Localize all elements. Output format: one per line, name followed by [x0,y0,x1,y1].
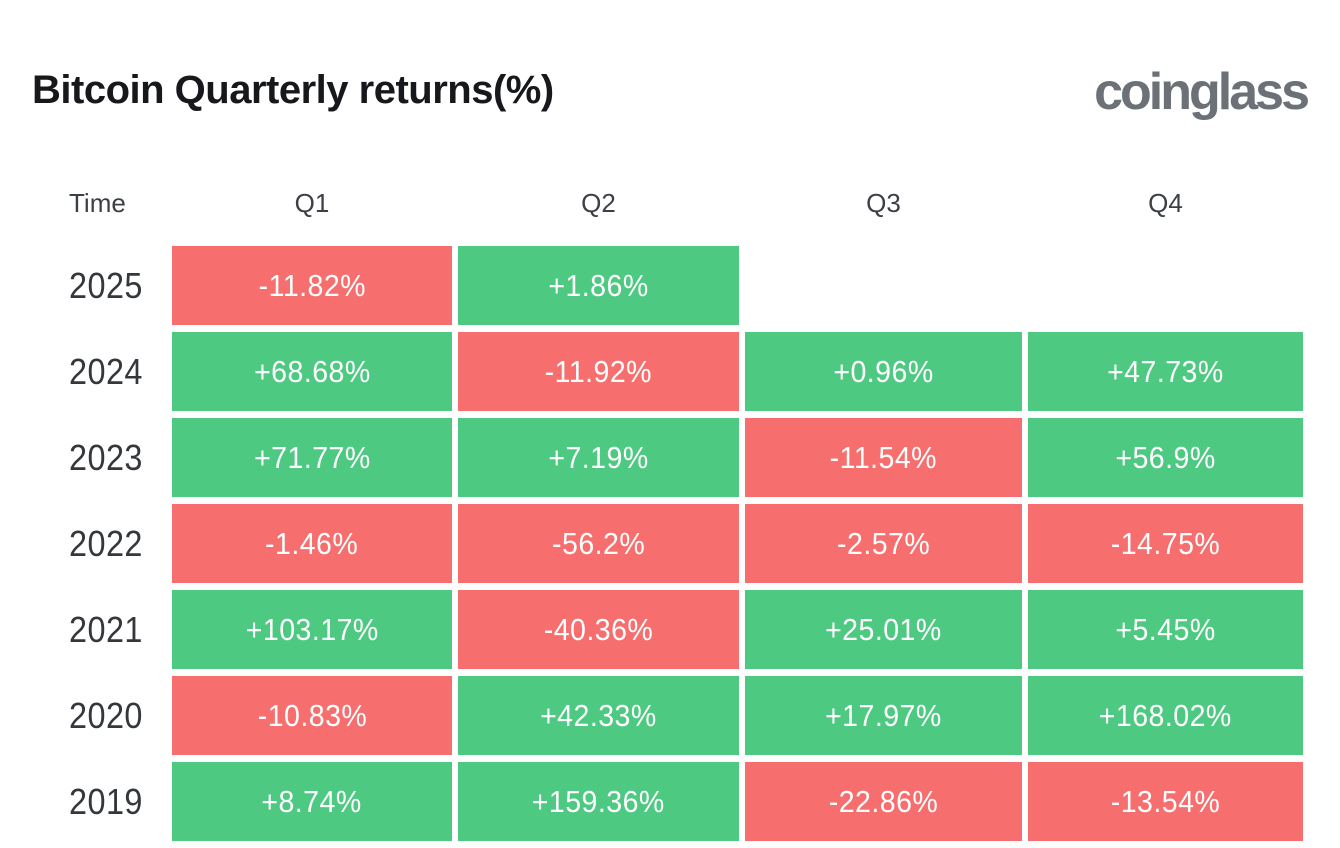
header-cell-q1: Q1 [294,188,330,218]
returns-table-header: Time Q1 Q2 Q3 Q4 [66,190,1303,216]
return-value: -11.82% [258,267,366,303]
return-cell: +168.02% [1028,676,1303,755]
return-cell: -13.54% [1028,762,1303,841]
return-cell: +8.74% [172,762,452,841]
return-value: +103.17% [245,611,379,647]
return-value: -22.86% [828,783,939,819]
return-cell: -11.54% [745,418,1022,497]
empty-cell [745,246,1022,325]
year-label: 2021 [69,608,143,650]
return-cell: -10.83% [172,676,452,755]
return-cell: +159.36% [458,762,739,841]
return-value: +17.97% [825,697,942,733]
year-label: 2025 [69,264,143,306]
return-value: +47.73% [1107,353,1224,389]
return-cell: +47.73% [1028,332,1303,411]
return-cell: -11.92% [458,332,739,411]
return-cell: +5.45% [1028,590,1303,669]
return-value: -13.54% [1110,783,1221,819]
coinglass-logo: coinglass [1094,63,1310,121]
empty-cell [1028,246,1303,325]
return-cell: -14.75% [1028,504,1303,583]
page-title: Bitcoin Quarterly returns(%) [32,68,554,112]
return-cell: -22.86% [745,762,1022,841]
header-cell-q3: Q3 [866,188,901,218]
return-value: -40.36% [543,611,654,647]
year-label: 2020 [69,694,143,736]
return-cell: +17.97% [745,676,1022,755]
return-value: +25.01% [825,611,942,647]
return-value: -2.57% [836,525,931,561]
return-value: +42.33% [540,697,657,733]
return-value: +0.96% [833,353,934,389]
return-cell: -1.46% [172,504,452,583]
return-cell: +103.17% [172,590,452,669]
return-value: -14.75% [1110,525,1221,561]
header-cell-q2: Q2 [581,188,616,218]
return-cell: +56.9% [1028,418,1303,497]
return-value: +71.77% [253,439,371,475]
header-cell-time: Time [69,188,126,218]
returns-grid: 2025 -11.82% +1.86% 2024 +68.68% -11.92% +0.96… [66,246,1303,841]
year-label: 2022 [69,522,143,564]
return-cell: -40.36% [458,590,739,669]
return-cell: -56.2% [458,504,739,583]
return-cell: +42.33% [458,676,739,755]
return-value: +68.68% [253,353,371,389]
return-value: +159.36% [532,783,665,819]
return-value: -11.54% [829,439,938,475]
return-cell: +1.86% [458,246,739,325]
return-cell: +0.96% [745,332,1022,411]
return-value: -56.2% [551,525,646,561]
return-value: +7.19% [548,439,649,475]
return-value: +8.74% [261,783,363,819]
return-cell: +25.01% [745,590,1022,669]
return-value: -11.92% [544,353,653,389]
header-cell-q4: Q4 [1148,188,1183,218]
return-cell: +71.77% [172,418,452,497]
year-label: 2023 [69,436,143,478]
year-label: 2019 [69,780,143,822]
return-value: +1.86% [548,267,649,303]
return-cell: -2.57% [745,504,1022,583]
return-cell: +68.68% [172,332,452,411]
year-label: 2024 [69,350,143,392]
return-cell: -11.82% [172,246,452,325]
return-cell: +7.19% [458,418,739,497]
return-value: -1.46% [265,525,359,561]
return-value: +56.9% [1115,439,1216,475]
return-value: -10.83% [257,697,367,733]
return-value: +5.45% [1115,611,1216,647]
return-value: +168.02% [1099,697,1232,733]
